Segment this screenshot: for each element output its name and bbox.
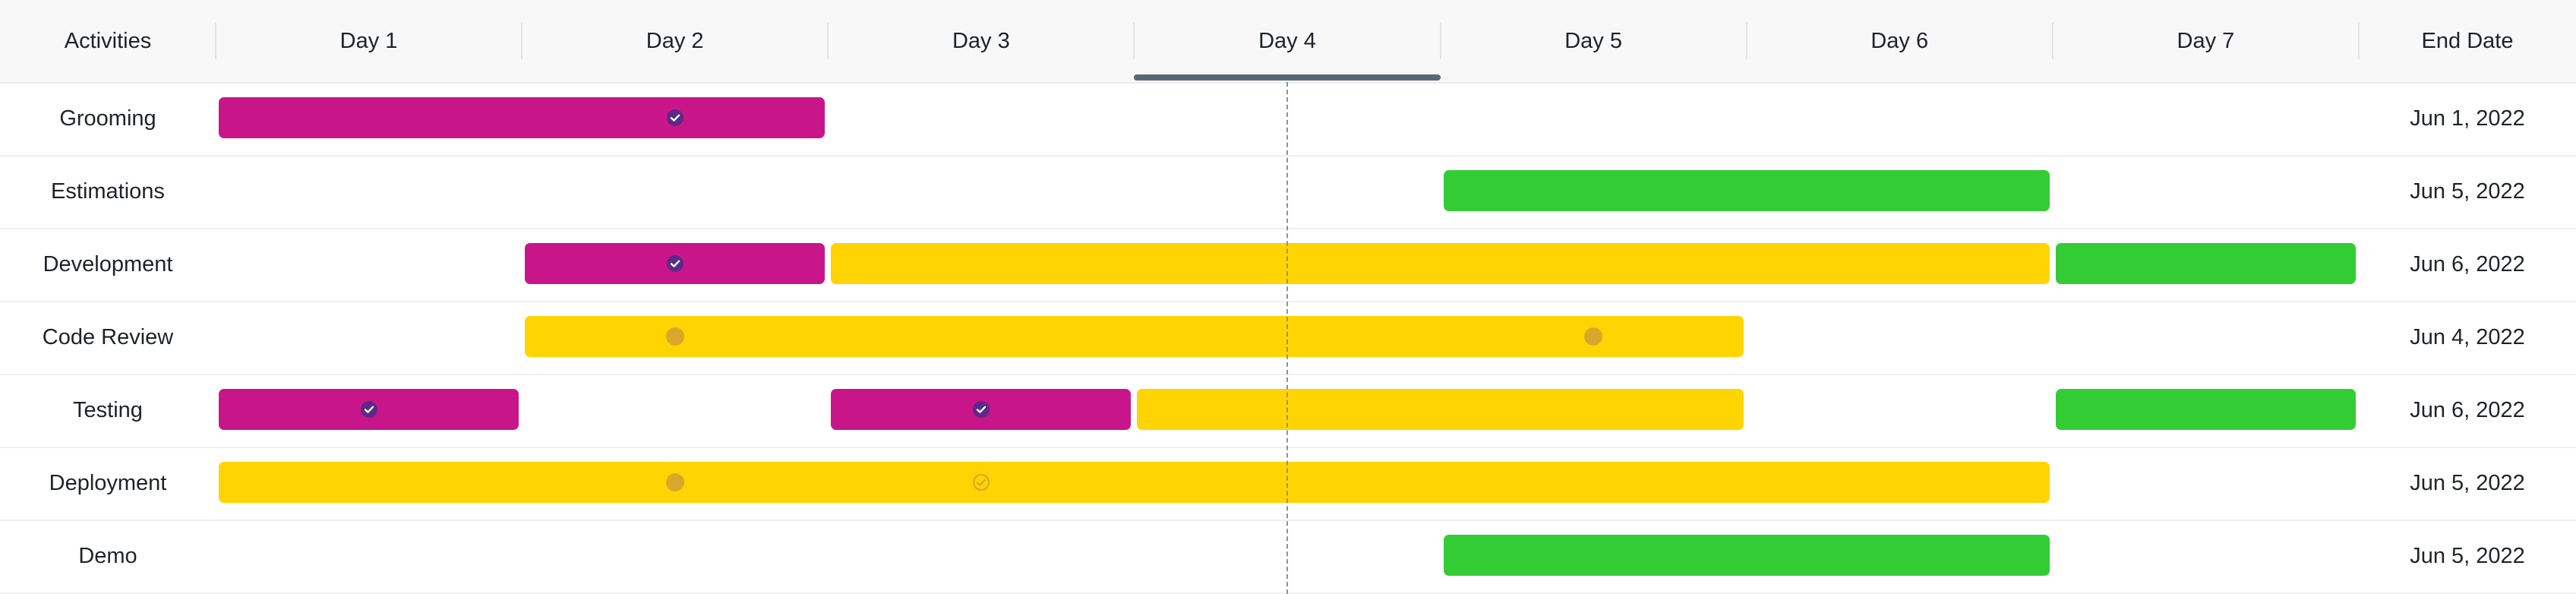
end-date-value: Jun 6, 2022 <box>2410 251 2525 276</box>
task-bar-done[interactable] <box>219 389 519 430</box>
check-circle-icon <box>666 109 684 127</box>
header-separator <box>1133 23 1135 59</box>
activity-row: Deployment Jun 5, 2022 <box>0 447 2576 521</box>
activity-row: Estimations Jun 5, 2022 <box>0 155 2576 229</box>
activity-label: Code Review <box>42 324 174 349</box>
day-header-3[interactable]: Day 3 <box>952 28 1010 53</box>
day-header-1[interactable]: Day 1 <box>339 28 398 53</box>
activity-row: Testing Jun 6, 2022 <box>0 374 2576 448</box>
header-separator <box>827 23 829 59</box>
activity-label: Development <box>43 251 173 276</box>
activity-row: Code Review Jun 4, 2022 <box>0 301 2576 375</box>
day-header-6[interactable]: Day 6 <box>1870 28 1929 53</box>
end-date-value: Jun 1, 2022 <box>2410 106 2525 131</box>
header-separator <box>1439 23 1441 59</box>
activity-row: Demo Jun 5, 2022 <box>0 520 2576 594</box>
activity-row: Grooming Jun 1, 2022 <box>0 82 2576 156</box>
check-circle-icon <box>666 254 684 273</box>
task-bar-in-progress[interactable] <box>525 316 1744 357</box>
header-separator <box>215 23 216 59</box>
activity-label: Grooming <box>59 106 156 131</box>
day-header-5[interactable]: Day 5 <box>1564 28 1622 53</box>
progress-dot-icon <box>665 473 684 491</box>
task-bar-planned[interactable] <box>2055 389 2356 430</box>
task-bar-in-progress[interactable] <box>219 462 2050 503</box>
day-header-7[interactable]: Day 7 <box>2177 28 2235 53</box>
task-bar-done[interactable] <box>525 243 826 284</box>
header-separator <box>521 23 523 59</box>
end-date-value: Jun 6, 2022 <box>2410 397 2525 422</box>
day-header-4[interactable]: Day 4 <box>1258 28 1316 53</box>
end-date-value: Jun 5, 2022 <box>2410 179 2525 204</box>
check-circle-icon <box>360 400 378 419</box>
progress-dot-icon <box>665 327 684 346</box>
task-bar-done[interactable] <box>831 389 1132 430</box>
header-separator <box>2051 23 2054 59</box>
activity-label: Deployment <box>49 470 167 495</box>
header-separator <box>2357 23 2360 59</box>
progress-dot-icon <box>1584 327 1603 346</box>
task-bar-planned[interactable] <box>1443 535 2050 576</box>
end-date-column-header: End Date <box>2421 28 2514 53</box>
end-date-value: Jun 4, 2022 <box>2410 324 2525 349</box>
check-circle-icon <box>972 473 990 491</box>
task-bar-done[interactable] <box>219 97 826 138</box>
activity-row: Development Jun 6, 2022 <box>0 228 2576 302</box>
task-bar-planned[interactable] <box>2055 243 2356 284</box>
task-bar-in-progress[interactable] <box>1137 389 1744 430</box>
task-bar-planned[interactable] <box>1443 170 2050 211</box>
activities-column-header: Activities <box>64 28 152 53</box>
check-circle-icon <box>972 400 990 419</box>
activity-label: Testing <box>73 397 143 422</box>
task-bar-in-progress[interactable] <box>831 243 2050 284</box>
day-header-2[interactable]: Day 2 <box>646 28 704 53</box>
timeline-header: Activities End Date Day 1 Day 2 Day 3 Day 4… <box>0 0 2576 84</box>
activity-label: Estimations <box>51 179 165 204</box>
header-separator <box>1745 23 1747 59</box>
end-date-value: Jun 5, 2022 <box>2410 470 2525 495</box>
active-day-indicator <box>1134 74 1441 81</box>
activity-label: Demo <box>78 543 137 568</box>
end-date-value: Jun 5, 2022 <box>2410 543 2525 568</box>
